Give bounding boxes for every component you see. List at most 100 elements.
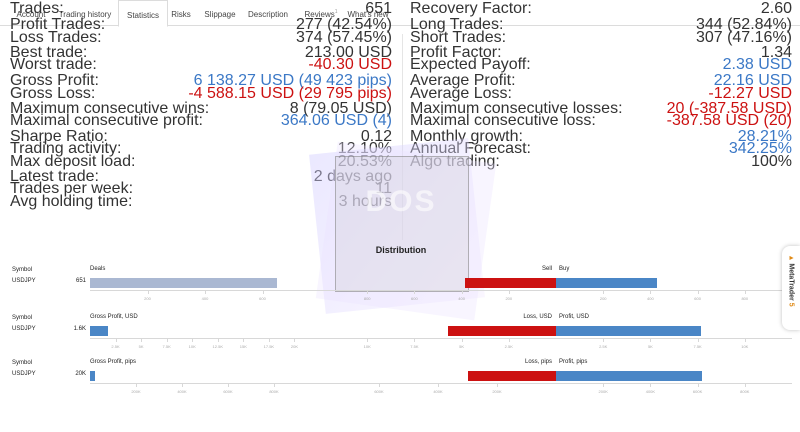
left-bar — [90, 371, 95, 381]
tick-label: 200 — [505, 296, 513, 301]
tick-label: 10K — [188, 344, 196, 349]
stat-label: Expected Payoff: — [410, 56, 531, 73]
tick — [367, 338, 369, 342]
stat-label: Latest trade: — [10, 168, 99, 185]
tick — [414, 290, 416, 294]
tick-label: 17.5K — [263, 344, 275, 349]
tick-label: 800 — [741, 296, 749, 301]
tick — [461, 290, 463, 294]
tick — [603, 290, 605, 294]
metatrader-badge-text[interactable]: ▲ MetaTrader 5 — [782, 252, 800, 322]
stat-value: 307 (47.16%) — [695, 29, 792, 46]
tab-account[interactable]: Account — [6, 0, 56, 25]
reviews-count-badge: 1 — [334, 9, 338, 15]
tab-label: What's new — [347, 10, 389, 19]
stat-row: Best trade: 213.00 USD — [10, 44, 392, 61]
stat-label: Short Trades: — [410, 29, 507, 46]
left-bar — [90, 326, 108, 336]
tick-label: 20K — [290, 344, 298, 349]
stat-row: Maximum consecutive losses: 20 (-387.58 U… — [410, 101, 792, 117]
tick — [697, 290, 699, 294]
deals-chart-title: Gross Profit, pips — [90, 359, 137, 365]
stat-label: Maximum consecutive wins: — [10, 100, 210, 117]
tick-label: 200K — [598, 389, 608, 394]
deals-chart-title: Deals — [90, 266, 106, 272]
stat-label: Loss Trades: — [10, 29, 102, 46]
stat-row: Short Trades: 307 (47.16%) — [410, 29, 792, 46]
stat-value: 3 hours — [339, 194, 392, 210]
value-label: 651 — [75, 278, 86, 284]
tab-risks[interactable]: Risks — [166, 0, 196, 25]
stat-row: Sharpe Ratio: 0.12 — [10, 128, 392, 145]
left-axis — [90, 383, 320, 384]
tab-label: Reviews — [304, 10, 335, 19]
stat-value: 12.10% — [338, 141, 392, 157]
right-axis — [320, 338, 792, 339]
tab-trading-history[interactable]: Trading history — [52, 0, 118, 25]
tab-slippage[interactable]: Slippage — [196, 0, 244, 25]
tick-label: 12.5K — [212, 344, 223, 349]
tick — [697, 338, 699, 342]
tick — [141, 338, 143, 342]
value-label: 1.6K — [73, 326, 86, 332]
tick — [414, 338, 416, 342]
stat-row: Average Loss: -12.27 USD — [410, 86, 792, 102]
stats-divider — [402, 34, 403, 240]
stat-label: Best trade: — [10, 44, 88, 61]
tick-label: 2.5K — [599, 344, 608, 349]
tick — [115, 338, 117, 342]
tab-description[interactable]: Description — [244, 0, 292, 25]
value-label: 20K — [75, 371, 86, 377]
tick-label: 5K — [459, 344, 465, 349]
tab-label: Slippage — [204, 10, 236, 19]
stat-value: -4 588.15 USD (29 795 pips) — [188, 85, 392, 102]
tab-label: Description — [247, 10, 288, 19]
tick — [650, 338, 652, 342]
metatrader-badge[interactable] — [782, 246, 800, 330]
tick-label: 5K — [647, 344, 653, 349]
stat-value: 100% — [751, 153, 792, 170]
stat-row: Maximal consecutive profit: 364.06 USD (4… — [10, 112, 392, 129]
distribution-overlay-box — [335, 156, 469, 292]
stat-value: 342.25% — [728, 140, 792, 157]
tick — [192, 338, 194, 342]
stat-value: 6 138.27 USD (49 423 pips) — [193, 72, 392, 89]
stat-label: Algo trading: — [410, 153, 500, 170]
stat-label: Gross Loss: — [10, 85, 96, 102]
tick-label: 10K — [741, 344, 749, 349]
stat-row: Trading activity: 12.10% — [10, 141, 392, 157]
deals-chart-title: Gross Profit, USD — [90, 314, 138, 320]
stat-value: 651 — [365, 0, 392, 17]
stat-value: 1.34 — [760, 44, 792, 61]
tab-label: Account — [16, 10, 46, 19]
tick-label: 800K — [740, 389, 750, 394]
stat-label: Avg holding time: — [10, 193, 133, 210]
tab-reviews[interactable]: Reviews1 — [296, 0, 346, 25]
tick-label: 15K — [239, 344, 247, 349]
stat-label: Profit Trades: — [10, 16, 106, 33]
sell-bar — [447, 326, 556, 336]
tick — [603, 383, 605, 387]
metatrader-label: MetaTrader — [787, 263, 795, 301]
stat-value: 0.12 — [360, 128, 392, 145]
tick — [508, 338, 510, 342]
tick — [744, 290, 746, 294]
buy-bar — [556, 371, 702, 381]
tick — [461, 338, 463, 342]
symbol-label: USDJPY — [12, 326, 36, 332]
tick — [136, 383, 137, 387]
tick-label: 800K — [269, 389, 279, 394]
stat-row: Avg holding time: 3 hours — [10, 193, 392, 210]
stat-value: 213.00 USD — [304, 44, 392, 61]
tab-what-s-new[interactable]: What's new — [346, 0, 390, 25]
stat-label: Maximal consecutive loss: — [410, 112, 596, 129]
metatrader-logo-icon: ▲ — [787, 254, 795, 264]
tick — [508, 290, 510, 294]
left-series-title: Loss, USD — [523, 314, 552, 320]
stat-label: Profit Factor: — [410, 44, 502, 61]
stat-value: 364.06 USD (4) — [280, 112, 392, 129]
stat-label: Trades: — [10, 0, 64, 17]
tab-statistics[interactable]: Statistics — [118, 0, 168, 27]
stat-label: Worst trade: — [10, 56, 97, 73]
tick — [205, 290, 206, 294]
